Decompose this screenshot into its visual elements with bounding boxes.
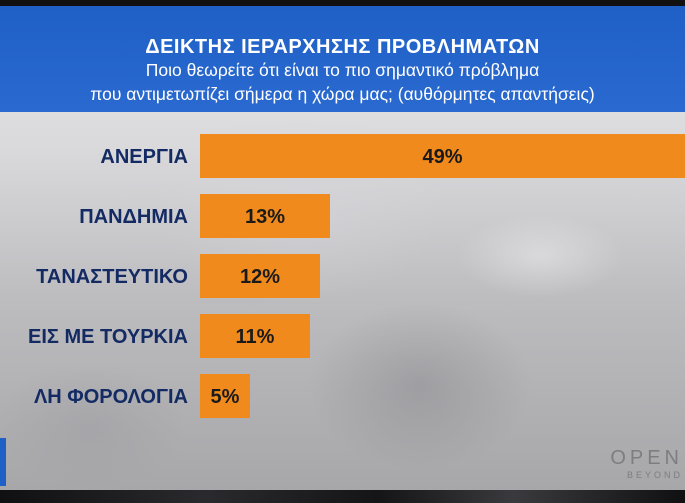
logo-text: OPEN bbox=[610, 447, 683, 469]
channel-logo: OPEN BEYOND bbox=[610, 447, 683, 480]
top-border bbox=[0, 0, 685, 6]
bar-1 bbox=[200, 134, 685, 178]
value-label-4: 11% bbox=[236, 326, 275, 348]
bar-5 bbox=[200, 374, 250, 418]
bottom-strip bbox=[0, 490, 685, 503]
left-accent-tab bbox=[0, 438, 6, 486]
value-label-5: 5% bbox=[211, 386, 240, 408]
logo-subtext: BEYOND bbox=[626, 470, 683, 480]
category-label-4: ΕΙΣ ΜΕ ΤΟΥΡΚΙΑ bbox=[28, 326, 188, 348]
value-label-1: 49% bbox=[422, 146, 462, 168]
chart-frame: ΔΕΙΚΤΗΣ ΙΕΡΑΡΧΗΣΗΣ ΠΡΟΒΛΗΜΑΤΩΝ Ποιο θεωρ… bbox=[0, 6, 685, 490]
category-label-3: ΤΑΝΑΣΤΕΥΤΙΚΟ bbox=[36, 266, 188, 288]
chart-subtitle-line-2: που αντιμετωπίζει σήμερα η χώρα μας; (αυ… bbox=[90, 84, 595, 104]
bar-chart: ΑΝΕΡΓΙΑ 49% ΠΑΝΔΗΜΙΑ 13% ΤΑΝΑΣΤΕΥΤΙΚΟ 12% ΕΙΣ … bbox=[28, 134, 685, 418]
bar-2 bbox=[200, 194, 330, 238]
bar-4 bbox=[200, 314, 310, 358]
value-label-3: 12% bbox=[240, 266, 280, 288]
category-label-2: ΠΑΝΔΗΜΙΑ bbox=[79, 206, 188, 228]
category-label-1: ΑΝΕΡΓΙΑ bbox=[100, 146, 188, 168]
category-label-5: ΛΗ ΦΟΡΟΛΟΓΙΑ bbox=[34, 386, 188, 408]
chart-header: ΔΕΙΚΤΗΣ ΙΕΡΑΡΧΗΣΗΣ ΠΡΟΒΛΗΜΑΤΩΝ Ποιο θεωρ… bbox=[0, 6, 685, 112]
value-label-2: 13% bbox=[245, 206, 285, 228]
chart-subtitle-line-1: Ποιο θεωρείτε ότι είναι το πιο σημαντικό… bbox=[145, 60, 540, 80]
chart-title: ΔΕΙΚΤΗΣ ΙΕΡΑΡΧΗΣΗΣ ΠΡΟΒΛΗΜΑΤΩΝ bbox=[145, 36, 540, 58]
bar-3 bbox=[200, 254, 320, 298]
